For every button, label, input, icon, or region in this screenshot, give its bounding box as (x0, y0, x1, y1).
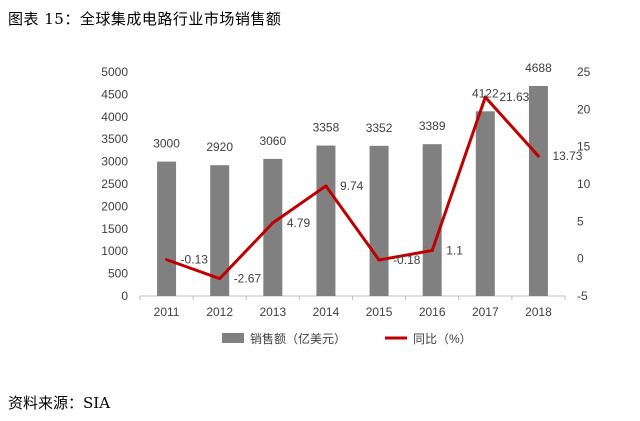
left-tick-label: 1000 (101, 244, 128, 258)
line-point (271, 221, 275, 225)
legend: 销售额（亿美元） 同比（%） (222, 331, 472, 346)
left-tick-label: 2000 (101, 199, 128, 213)
line-point (536, 154, 540, 158)
left-tick-label: 4000 (101, 110, 128, 124)
figure-title: 图表 15：全球集成电路行业市场销售额 (8, 10, 282, 28)
x-tick-label: 2012 (206, 305, 233, 319)
source-note: 资料来源：SIA (8, 394, 111, 412)
data-labels: 3000 2920 3060 3358 3352 3389 4122 4688 -0.13 -2.… (153, 61, 583, 286)
x-tick-label: 2013 (259, 305, 286, 319)
yoy-line (166, 95, 540, 281)
left-tick-label: 500 (108, 267, 128, 281)
legend-line-label: 同比（%） (413, 332, 472, 346)
bar (263, 158, 283, 296)
bar-value-label: 4688 (525, 61, 552, 75)
line-value-label: -0.18 (393, 253, 421, 267)
x-tick-label: 2017 (472, 305, 499, 319)
bar (475, 111, 495, 296)
left-tick-label: 5000 (101, 65, 128, 79)
right-tick-label: 15 (577, 140, 591, 154)
line-point (218, 277, 222, 281)
bar (210, 165, 230, 296)
legend-bar-label: 销售额（亿美元） (250, 331, 346, 346)
line-point (483, 95, 487, 99)
line-value-label: -0.13 (181, 253, 209, 267)
x-axis: 2011 2012 2013 2014 2015 2016 2017 2018 (139, 295, 566, 319)
line-value-label: 21.63 (499, 90, 529, 104)
line-point (377, 258, 381, 262)
bar-value-label: 4122 (472, 86, 499, 100)
left-tick-label: 4500 (101, 87, 128, 101)
right-tick-label: 0 (577, 252, 584, 266)
left-tick-label: 2500 (101, 177, 128, 191)
line-point (324, 184, 328, 188)
line-series (165, 95, 540, 281)
bar (369, 145, 389, 296)
right-tick-label: 25 (577, 65, 591, 79)
right-tick-label: -5 (577, 289, 588, 303)
legend-bar-swatch (222, 333, 244, 343)
bar-value-label: 3352 (366, 121, 393, 135)
line-value-label: -2.67 (234, 272, 262, 286)
x-tick-label: 2011 (154, 305, 180, 319)
left-tick-label: 1500 (101, 222, 128, 236)
left-tick-label: 3000 (101, 155, 128, 169)
bar (528, 85, 548, 296)
bar-value-label: 2920 (206, 140, 233, 154)
line-value-label: 9.74 (340, 179, 364, 193)
bar-series (157, 85, 548, 296)
bar-value-label: 3358 (313, 121, 340, 135)
left-y-axis: 0 500 1000 1500 2000 2500 3000 3500 4000 4500 5000 (101, 65, 128, 303)
x-tick-label: 2015 (366, 305, 393, 319)
right-tick-label: 5 (577, 214, 584, 228)
bar-value-label: 3000 (153, 137, 180, 151)
line-value-label: 4.79 (287, 216, 311, 230)
line-point (165, 258, 169, 262)
left-tick-label: 0 (121, 289, 128, 303)
left-tick-label: 3500 (101, 132, 128, 146)
bar-value-label: 3389 (419, 119, 446, 133)
bar (422, 144, 442, 296)
bar (157, 161, 177, 296)
line-point (430, 248, 434, 252)
x-tick-label: 2014 (313, 305, 340, 319)
x-tick-label: 2016 (419, 305, 446, 319)
bar-value-label: 3060 (259, 134, 286, 148)
line-value-label: 13.73 (552, 149, 582, 163)
x-tick-label: 2018 (525, 305, 552, 319)
right-tick-label: 20 (577, 102, 591, 116)
bar (316, 145, 336, 296)
line-value-label: 1.1 (446, 243, 463, 257)
right-tick-label: 10 (577, 177, 591, 191)
right-y-axis: -5 0 5 10 15 20 25 (577, 65, 591, 303)
